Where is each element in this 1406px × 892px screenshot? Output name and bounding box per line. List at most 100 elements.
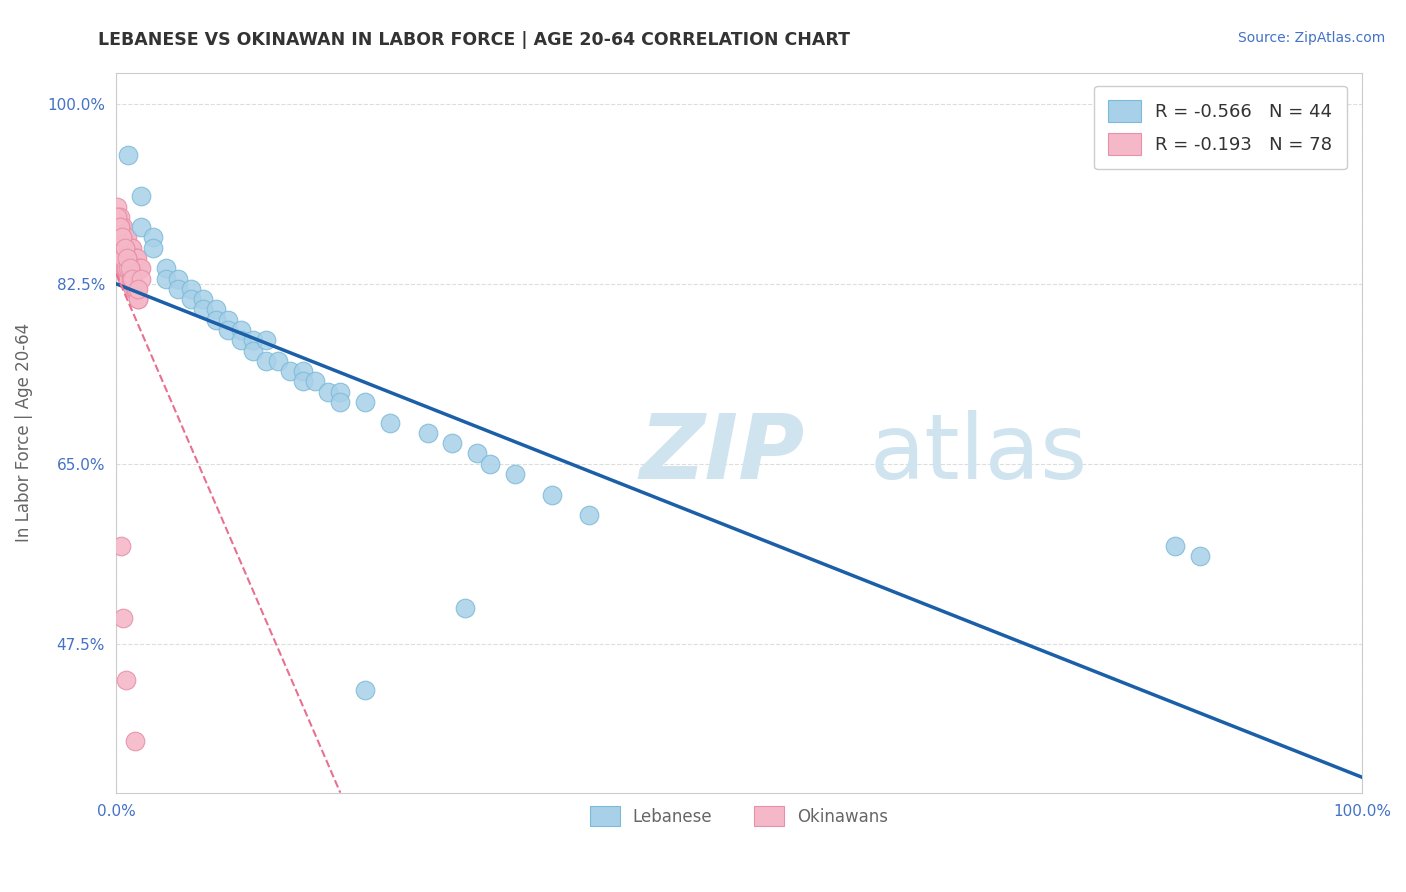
Point: [110, 220, 132, 235]
Point: [229, 323, 252, 337]
Point: [291, 375, 314, 389]
Point: [142, 241, 165, 255]
Point: [217, 312, 239, 326]
Point: [117, 148, 139, 162]
Point: [118, 271, 141, 285]
Point: [121, 271, 143, 285]
Point: [1164, 539, 1187, 553]
Point: [117, 241, 139, 255]
Text: ZIP: ZIP: [640, 410, 804, 499]
Point: [578, 508, 600, 522]
Legend: Lebanese, Okinawans: Lebanese, Okinawans: [581, 797, 897, 835]
Point: [112, 220, 135, 235]
Point: [111, 251, 134, 265]
Point: [541, 487, 564, 501]
Point: [105, 210, 128, 224]
Point: [180, 282, 202, 296]
Point: [107, 230, 129, 244]
Point: [111, 241, 134, 255]
Point: [121, 271, 143, 285]
Point: [304, 375, 326, 389]
Point: [316, 384, 339, 399]
Point: [454, 600, 477, 615]
Point: [108, 241, 131, 255]
Point: [114, 241, 136, 255]
Point: [105, 200, 128, 214]
Point: [108, 220, 131, 235]
Point: [112, 251, 135, 265]
Point: [229, 333, 252, 347]
Point: [115, 673, 138, 687]
Point: [115, 230, 138, 244]
Point: [125, 282, 148, 296]
Point: [128, 261, 150, 276]
Point: [118, 261, 141, 276]
Point: [107, 241, 129, 255]
Point: [441, 436, 464, 450]
Point: [105, 220, 128, 235]
Text: LEBANESE VS OKINAWAN IN LABOR FORCE | AGE 20-64 CORRELATION CHART: LEBANESE VS OKINAWAN IN LABOR FORCE | AG…: [98, 31, 851, 49]
Point: [108, 210, 131, 224]
Point: [122, 251, 145, 265]
Point: [114, 251, 136, 265]
Point: [329, 384, 352, 399]
Y-axis label: In Labor Force | Age 20-64: In Labor Force | Age 20-64: [15, 323, 32, 542]
Point: [114, 230, 136, 244]
Point: [242, 343, 264, 358]
Point: [167, 282, 190, 296]
Point: [127, 261, 149, 276]
Point: [129, 271, 152, 285]
Point: [111, 230, 134, 244]
Point: [105, 230, 128, 244]
Point: [127, 282, 149, 296]
Text: Source: ZipAtlas.com: Source: ZipAtlas.com: [1237, 31, 1385, 45]
Point: [242, 333, 264, 347]
Point: [122, 282, 145, 296]
Point: [291, 364, 314, 378]
Point: [117, 261, 139, 276]
Point: [193, 302, 215, 317]
Point: [217, 323, 239, 337]
Point: [118, 261, 141, 276]
Point: [124, 282, 146, 296]
Point: [110, 241, 132, 255]
Point: [129, 220, 152, 235]
Text: atlas: atlas: [870, 410, 1088, 499]
Point: [111, 230, 134, 244]
Point: [354, 682, 377, 697]
Point: [107, 241, 129, 255]
Point: [117, 271, 139, 285]
Point: [117, 271, 139, 285]
Point: [127, 282, 149, 296]
Point: [124, 282, 146, 296]
Point: [107, 210, 129, 224]
Point: [254, 333, 277, 347]
Point: [155, 261, 177, 276]
Point: [115, 230, 138, 244]
Point: [354, 395, 377, 409]
Point: [115, 261, 138, 276]
Point: [121, 241, 143, 255]
Point: [378, 416, 401, 430]
Point: [112, 261, 135, 276]
Point: [118, 241, 141, 255]
Point: [124, 734, 146, 748]
Point: [115, 251, 138, 265]
Point: [204, 302, 226, 317]
Point: [467, 446, 489, 460]
Point: [180, 292, 202, 306]
Point: [204, 312, 226, 326]
Point: [127, 251, 149, 265]
Point: [127, 292, 149, 306]
Point: [416, 425, 439, 440]
Point: [503, 467, 526, 481]
Point: [193, 292, 215, 306]
Point: [280, 364, 302, 378]
Point: [110, 539, 132, 553]
Point: [114, 241, 136, 255]
Point: [127, 282, 149, 296]
Point: [115, 251, 138, 265]
Point: [110, 251, 132, 265]
Point: [267, 354, 290, 368]
Point: [1188, 549, 1211, 564]
